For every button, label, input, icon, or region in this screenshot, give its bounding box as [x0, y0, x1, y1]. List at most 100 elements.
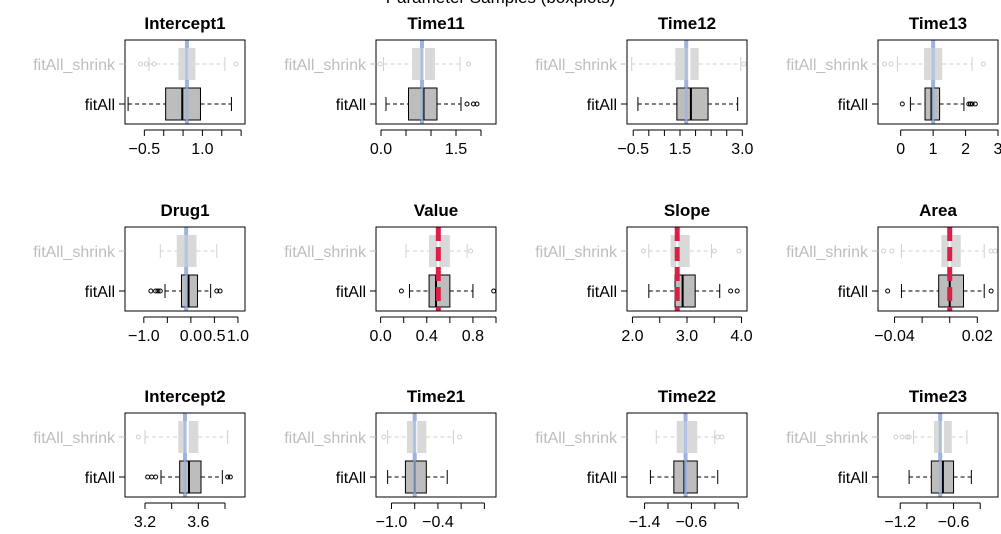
x-tick-label: 1 — [929, 141, 938, 158]
outlier-point — [225, 474, 231, 480]
x-tick-label: −0.6 — [676, 514, 708, 531]
outlier-point — [468, 248, 474, 254]
outlier-point — [988, 288, 994, 294]
outlier-point — [491, 288, 497, 294]
row-label-shrink: fitAll_shrink — [535, 57, 618, 74]
outlier-point — [881, 248, 887, 254]
x-tick-label: 1.0 — [227, 328, 249, 345]
panel-time12: Time12 fitAll_shrink fitAll −0.5 1.5 3.0 — [535, 14, 753, 158]
outlier-point — [145, 474, 151, 480]
outlier-point — [899, 101, 905, 107]
x-tick-label: 0.4 — [416, 328, 438, 345]
outlier-point — [966, 101, 972, 107]
outlier-point — [715, 434, 721, 440]
x-tick-label: 4.0 — [730, 328, 752, 345]
panel-title: Intercept2 — [144, 387, 225, 406]
box — [670, 235, 690, 267]
panel-frame — [124, 39, 246, 125]
outlier-point — [980, 61, 986, 67]
panel-drug1: Drug1 fitAll_shrink fitAll −1.0 0.0 0.5 1.0 — [33, 201, 249, 345]
x-tick-label: 2.0 — [621, 328, 643, 345]
x-tick-label: 0.5 — [203, 328, 225, 345]
outlier-point — [736, 248, 742, 254]
outlier-point — [377, 61, 383, 67]
outlier-point — [885, 288, 891, 294]
outlier-point — [734, 288, 740, 294]
row-label-shrink: fitAll_shrink — [33, 244, 116, 261]
row-label-shrink: fitAll_shrink — [786, 244, 869, 261]
x-tick-label: 0.02 — [962, 328, 993, 345]
outlier-point — [474, 101, 480, 107]
panel-time22: Time22 fitAll_shrink fitAll −1.4 −0.6 — [535, 387, 748, 531]
panel-title: Time21 — [407, 387, 465, 406]
panel-title: Value — [414, 201, 458, 220]
outlier-point — [148, 288, 154, 294]
x-tick-label: 3 — [994, 141, 1001, 158]
outlier-point — [741, 61, 747, 67]
box — [179, 460, 202, 494]
x-tick-label: −0.6 — [938, 514, 970, 531]
outlier-point — [464, 101, 470, 107]
row-label-shrink: fitAll_shrink — [535, 244, 618, 261]
outlier-point — [153, 474, 159, 480]
outlier-point — [728, 288, 734, 294]
panel-frame — [626, 412, 748, 498]
x-tick-label: 0.0 — [370, 141, 392, 158]
x-tick-label: 1.0 — [191, 141, 213, 158]
row-label-shrink: fitAll_shrink — [284, 244, 367, 261]
x-tick-label: 2 — [961, 141, 970, 158]
x-tick-label: 1.5 — [669, 141, 691, 158]
x-tick-label: 1.5 — [445, 141, 467, 158]
panel-title: Time13 — [909, 14, 967, 33]
row-label-shrink: fitAll_shrink — [535, 430, 618, 447]
row-label-base: fitAll — [838, 470, 868, 487]
x-tick-label: 0.8 — [462, 328, 484, 345]
panel-area: Area fitAll_shrink fitAll −0.04 0.02 — [786, 201, 999, 345]
row-label-base: fitAll — [85, 284, 115, 301]
row-label-base: fitAll — [336, 470, 366, 487]
box — [676, 87, 709, 121]
panel-intercept2: Intercept2 fitAll_shrink fitAll 3.2 3.6 — [33, 387, 246, 531]
panel-frame — [375, 412, 497, 498]
outlier-point — [719, 434, 725, 440]
row-label-base: fitAll — [85, 97, 115, 114]
panel-title: Intercept1 — [144, 14, 225, 33]
outlier-point — [904, 434, 910, 440]
outlier-point — [381, 434, 387, 440]
x-tick-label: −1.0 — [376, 514, 408, 531]
panel-title: Drug1 — [160, 201, 209, 220]
panel-frame — [375, 226, 497, 312]
row-label-base: fitAll — [838, 284, 868, 301]
x-tick-label: −1.2 — [884, 514, 916, 531]
panel-title: Time12 — [658, 14, 716, 33]
outlier-point — [906, 434, 912, 440]
x-tick-label: −0.4 — [422, 514, 454, 531]
x-tick-label: 3.0 — [676, 328, 698, 345]
x-tick-label: 3.6 — [187, 514, 209, 531]
panel-time21: Time21 fitAll_shrink fitAll −1.0 −0.4 — [284, 387, 497, 531]
panel-frame — [877, 39, 999, 125]
outlier-point — [214, 288, 220, 294]
x-tick-label: −0.04 — [874, 328, 915, 345]
panel-title: Time11 — [407, 14, 464, 33]
row-label-shrink: fitAll_shrink — [786, 430, 869, 447]
outlier-point — [217, 288, 223, 294]
panel-title: Area — [919, 201, 957, 220]
row-label-base: fitAll — [85, 470, 115, 487]
panel-time23: Time23 fitAll_shrink fitAll −1.2 −0.6 — [786, 387, 999, 531]
panel-time13: Time13 fitAll_shrink fitAll 0 1 2 3 — [786, 14, 1001, 158]
outlier-point — [233, 61, 239, 67]
outlier-point — [457, 434, 463, 440]
outlier-point — [899, 434, 905, 440]
x-tick-label: 3.2 — [134, 514, 156, 531]
outlier-point — [972, 101, 978, 107]
x-tick-label: 0.0 — [369, 328, 391, 345]
row-label-shrink: fitAll_shrink — [284, 57, 367, 74]
overall-title: Parameter Samples (boxplots) — [0, 0, 1001, 10]
outlier-point — [155, 288, 161, 294]
outlier-point — [893, 434, 899, 440]
outlier-point — [151, 61, 157, 67]
outlier-point — [881, 61, 887, 67]
outlier-point — [153, 288, 159, 294]
panel-frame — [626, 39, 748, 125]
